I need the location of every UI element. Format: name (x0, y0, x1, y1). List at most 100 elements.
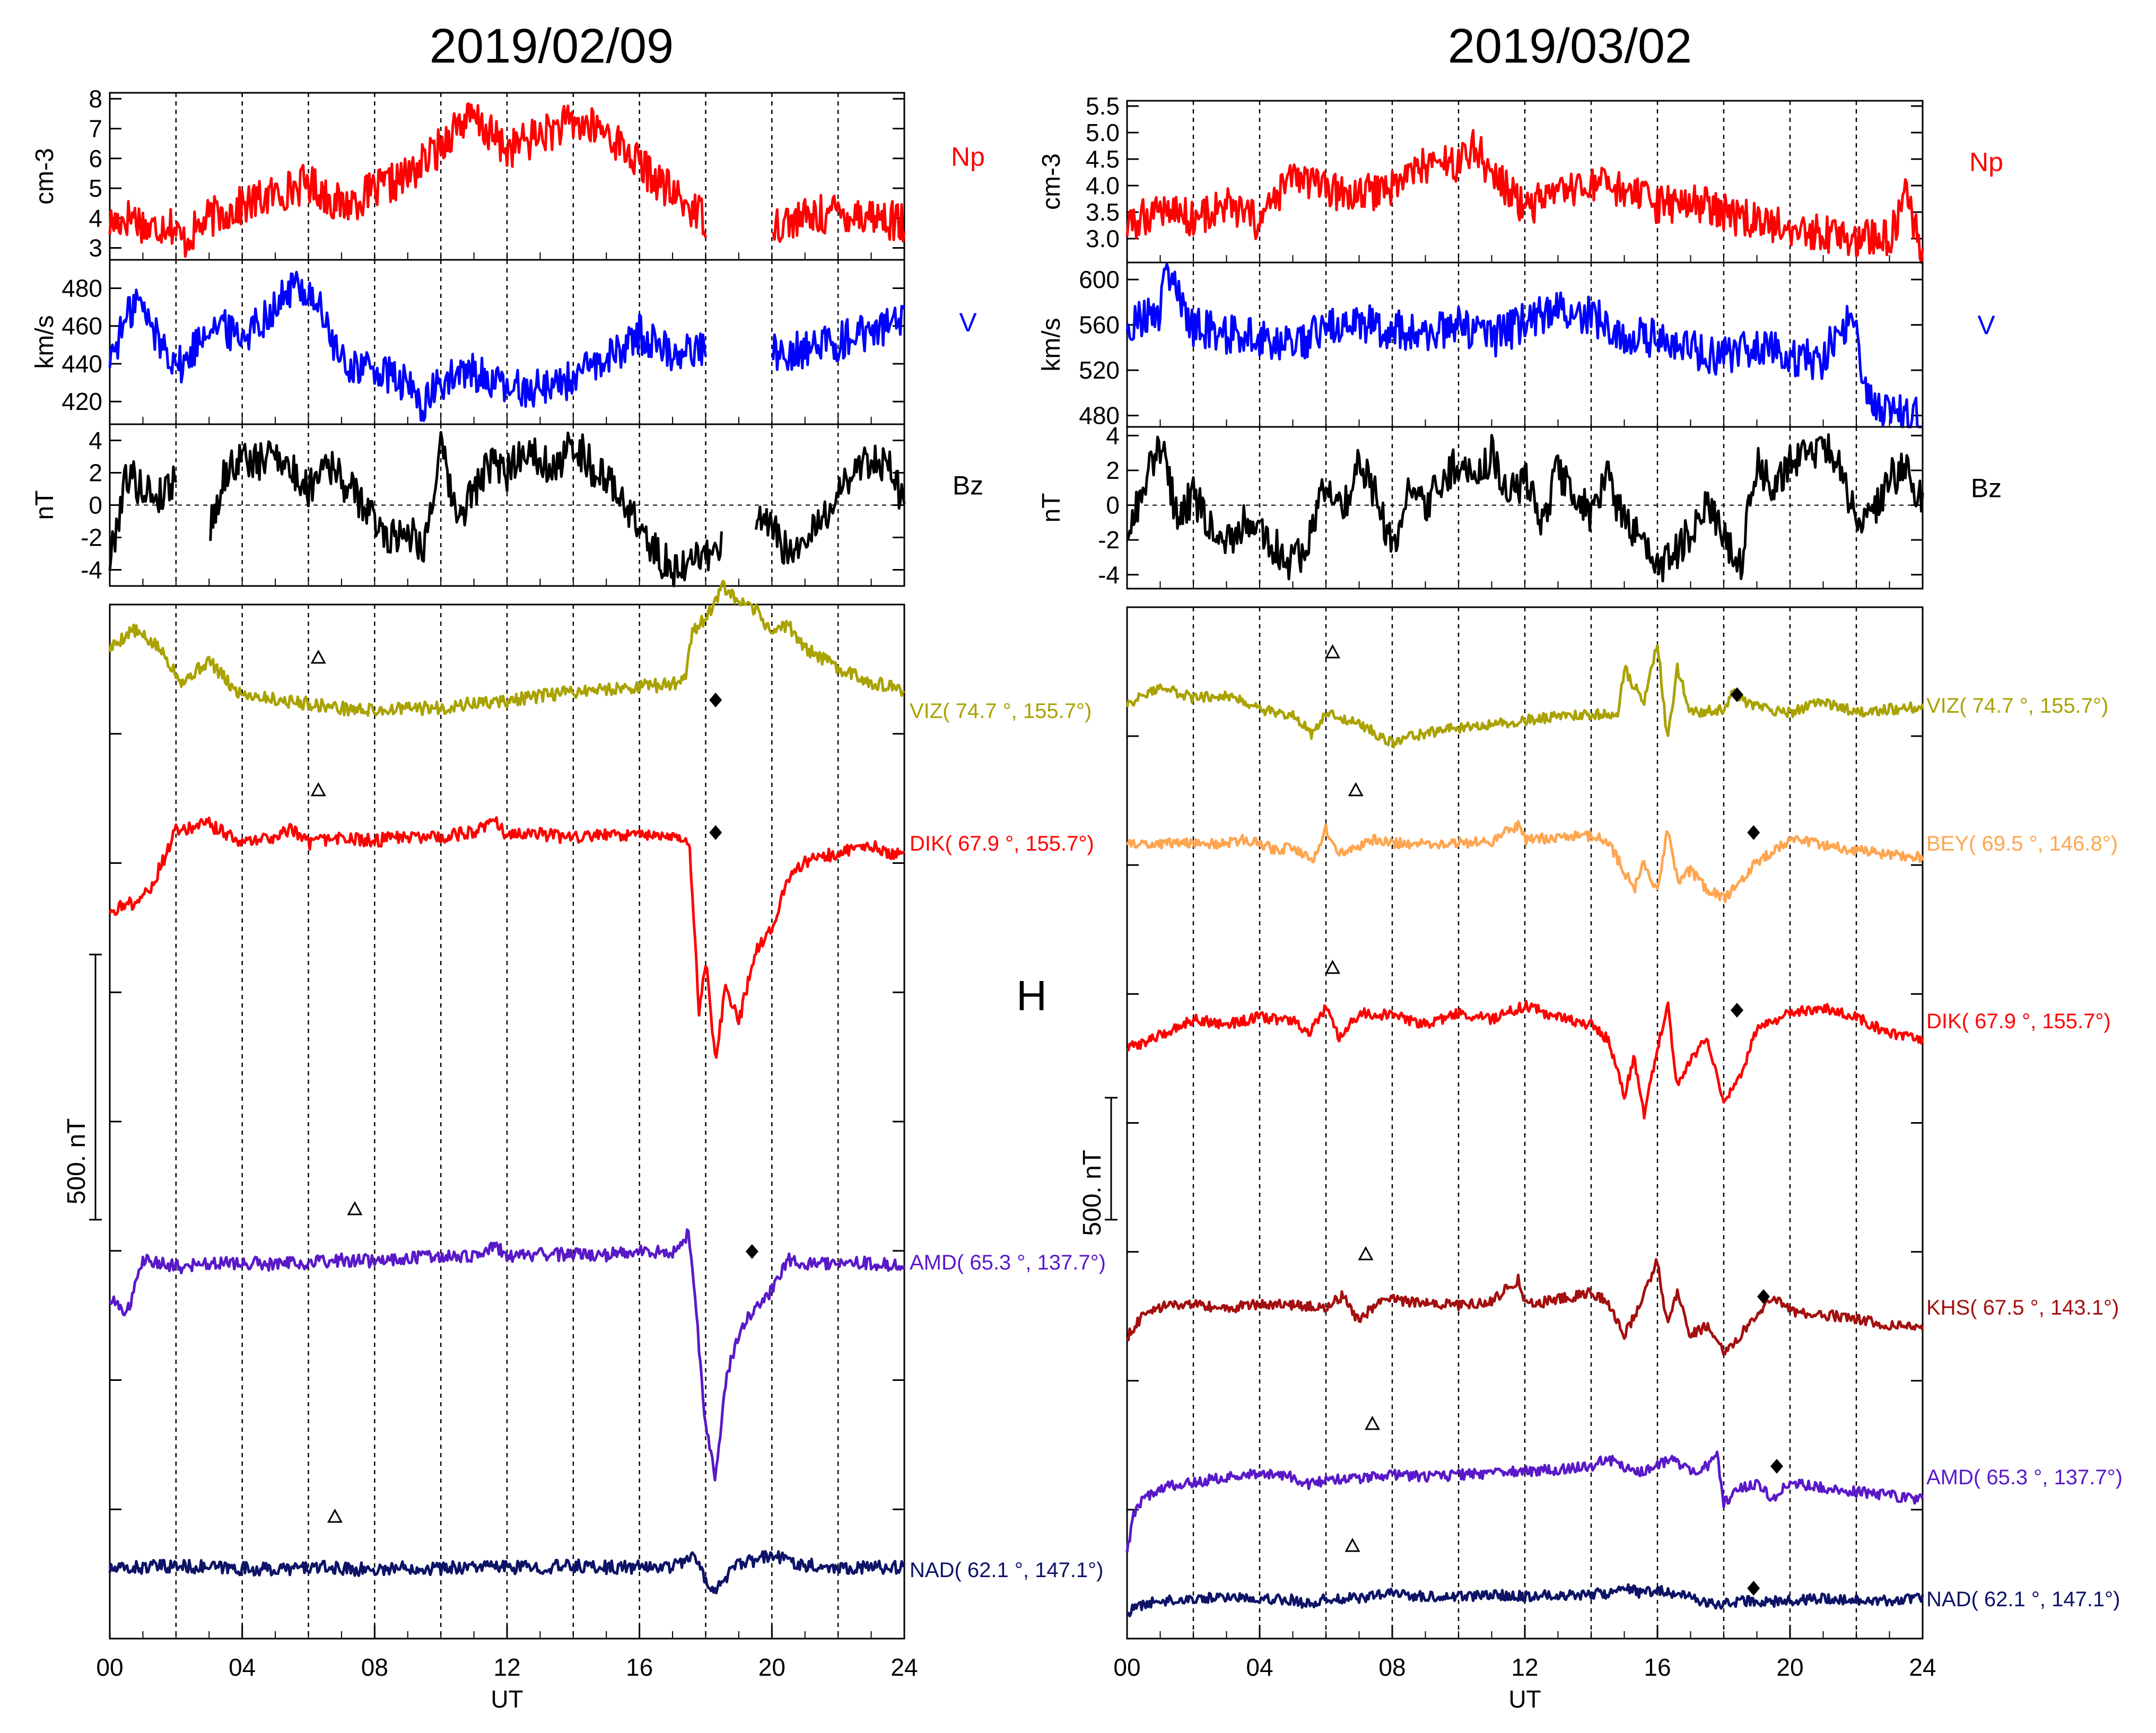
y-axis-unit: km/s (31, 315, 59, 369)
station-label: NAD( 62.1 °, 147.1°) (1926, 1588, 2120, 1611)
x-tick-label: 16 (1644, 1653, 1671, 1681)
y-tick-label: 8 (89, 85, 102, 112)
scale-bar-label: 500. nT (63, 1118, 91, 1205)
station-trace (1127, 1000, 1924, 1120)
x-tick-label: 20 (1776, 1653, 1803, 1681)
y-tick-label: 520 (1079, 356, 1120, 384)
y-tick-label: 2 (89, 459, 102, 487)
y-tick-label: 3.0 (1086, 225, 1120, 252)
series-np (1125, 129, 1924, 264)
series-name: Bz (1971, 474, 2002, 503)
y-tick-label: 4 (1106, 422, 1120, 449)
y-tick-label: 440 (62, 350, 102, 378)
x-tick-label: 04 (1246, 1653, 1273, 1681)
magnetometer-panel: 00 04 08 12 16 20 24 UT 500. nT VIZ( 74.7 °, 155.… (63, 580, 1106, 1713)
y-tick-label: 4.0 (1086, 172, 1120, 199)
station-label: AMD( 65.3 °, 137.7°) (1926, 1466, 2123, 1489)
station-bey: BEY( 69.5 °, 146.8°) (1125, 782, 2118, 904)
y-tick-label: 0 (1106, 492, 1120, 519)
x-tick-label: 20 (758, 1653, 785, 1681)
event-diamond-marker (709, 825, 722, 840)
chart-2019-03-02: 2019/03/02 3.03.54.04.55.05.5 cm-3 Np 480 52… (1037, 19, 2123, 1713)
y-tick-label: 3.5 (1086, 198, 1120, 226)
y-tick-label: 600 (1079, 266, 1120, 293)
solar-wind-panel-np: 3.03.54.04.55.05.5 cm-3 Np (1037, 92, 2003, 264)
y-tick-label: -2 (81, 524, 102, 552)
event-diamond-marker (745, 1244, 758, 1259)
station-trace (108, 1228, 906, 1482)
station-khs: KHS( 67.5 °, 143.1°) (1126, 1246, 2119, 1356)
y-tick-label: 0 (89, 492, 102, 519)
station-trace (1125, 1450, 1924, 1553)
station-trace (108, 816, 905, 1059)
y-tick-label: 4.5 (1086, 145, 1120, 173)
y-tick-label: 460 (62, 312, 102, 340)
y-tick-label: 7 (89, 115, 102, 143)
station-trace (1126, 1583, 1924, 1617)
series-name: Np (1969, 147, 2003, 177)
onset-triangle-marker (347, 1201, 363, 1215)
station-dik: DIK( 67.9 °, 155.7°) (1127, 959, 2111, 1120)
x-tick-label: 04 (229, 1653, 256, 1681)
y-tick-label: 5 (89, 174, 102, 202)
chart-title: 2019/02/09 (430, 19, 674, 73)
event-diamond-marker (1747, 825, 1760, 840)
series-bz (1126, 433, 1924, 583)
y-tick-label: 6 (89, 145, 102, 172)
onset-triangle-marker (310, 649, 326, 664)
x-tick-label: 12 (1511, 1653, 1538, 1681)
station-label: NAD( 62.1 °, 147.1°) (910, 1559, 1104, 1582)
series-v (1125, 262, 1923, 428)
x-tick-label: 08 (361, 1653, 388, 1681)
station-trace (1125, 820, 1924, 904)
station-label: AMD( 65.3 °, 137.7°) (910, 1251, 1106, 1274)
y-tick-label: 2 (1106, 457, 1120, 484)
onset-triangle-marker (1348, 782, 1364, 797)
event-diamond-marker (1757, 1289, 1770, 1304)
y-axis-unit: nT (31, 490, 59, 520)
solar-wind-panel-v: 480 520 560 600 km/s V (1037, 261, 1995, 430)
onset-triangle-marker (1345, 1537, 1360, 1552)
y-tick-label: 5.5 (1086, 92, 1120, 120)
series-name: Np (951, 142, 985, 172)
event-diamond-marker (1731, 687, 1743, 702)
y-axis-unit: cm-3 (1037, 153, 1066, 210)
station-nad: NAD( 62.1 °, 147.1°) (1126, 1537, 2120, 1617)
y-tick-label: 420 (62, 388, 102, 415)
station-dik: DIK( 67.9 °, 155.7°) (108, 782, 1094, 1059)
solar-wind-panel-bz: -4 -2 0 2 4 nT Bz (1037, 422, 2002, 590)
onset-triangle-marker (310, 782, 326, 797)
series-name: V (1977, 310, 1995, 340)
station-viz: VIZ( 74.7 °, 155.7°) (1125, 644, 2108, 749)
y-tick-label: 5.0 (1086, 119, 1120, 146)
station-trace (1125, 644, 1924, 749)
y-tick-label: -4 (81, 556, 102, 584)
y-tick-label: -4 (1098, 561, 1120, 589)
y-axis-unit: cm-3 (31, 148, 59, 205)
x-tick-label: 00 (96, 1653, 123, 1681)
solar-wind-panel-bz: -4 -2 0 2 4 nT Bz (31, 423, 983, 588)
y-axis-unit: km/s (1037, 318, 1066, 371)
station-trace (108, 580, 905, 717)
onset-triangle-marker (1324, 644, 1341, 659)
station-amd: AMD( 65.3 °, 137.7°) (108, 1201, 1106, 1482)
x-tick-label: 00 (1113, 1653, 1140, 1681)
scale-bar-label: 500. nT (1078, 1150, 1106, 1236)
x-tick-label: 16 (626, 1653, 653, 1681)
y-tick-label: 480 (1079, 402, 1120, 430)
station-nad: NAD( 62.1 °, 147.1°) (108, 1508, 1104, 1595)
station-viz: VIZ( 74.7 °, 155.7°) (108, 580, 1092, 723)
station-amd: AMD( 65.3 °, 137.7°) (1125, 1415, 2123, 1553)
station-trace (108, 1550, 906, 1595)
x-tick-label: 08 (1378, 1653, 1406, 1681)
x-axis-label: UT (491, 1685, 523, 1713)
station-label: KHS( 67.5 °, 143.1°) (1926, 1296, 2119, 1319)
y-tick-label: -2 (1098, 526, 1120, 554)
x-tick-label: 24 (891, 1653, 918, 1681)
series-bz (108, 431, 906, 588)
event-diamond-marker (1731, 1003, 1743, 1018)
station-label: BEY( 69.5 °, 146.8°) (1926, 832, 2118, 855)
station-trace (1126, 1258, 1924, 1356)
